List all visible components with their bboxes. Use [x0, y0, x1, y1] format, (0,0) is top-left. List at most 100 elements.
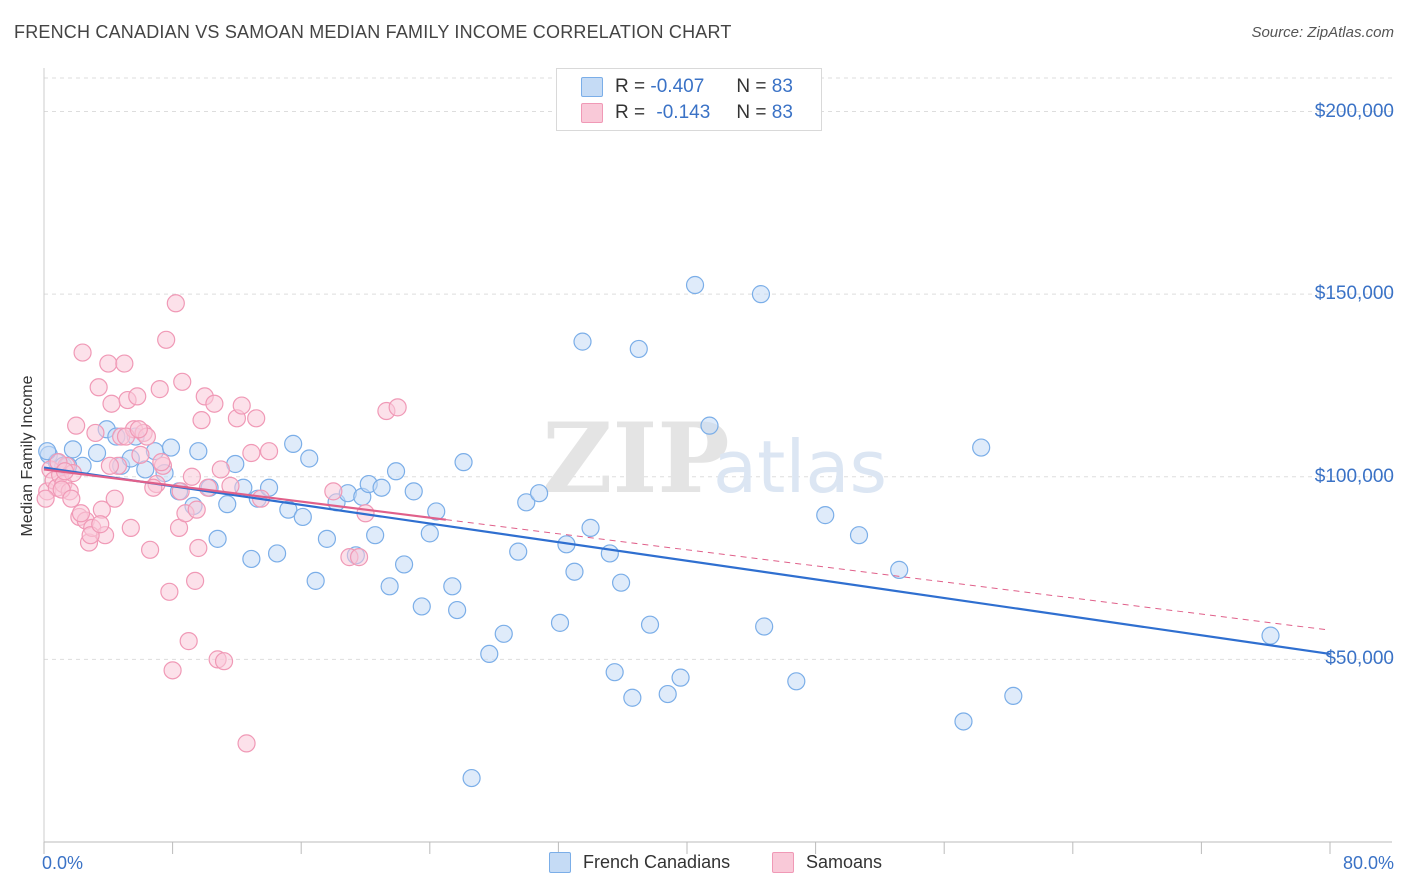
point-samoans	[36, 489, 55, 508]
point-samoans	[62, 489, 81, 508]
legend-swatch-blue	[549, 852, 571, 873]
point-samoans	[237, 734, 256, 753]
x-tick-label-min: 0.0%	[42, 853, 84, 873]
y-tick-label: $200,000	[1314, 100, 1394, 122]
point-samoans	[214, 652, 234, 671]
point-samoans	[179, 632, 198, 651]
point-samoans	[89, 378, 108, 397]
point-french-canadians	[448, 600, 467, 620]
point-french-canadians	[658, 684, 677, 704]
y-tick-label: $50,000	[1325, 648, 1394, 670]
point-samoans	[349, 548, 369, 567]
point-french-canadians	[751, 285, 771, 304]
legend-item-samoans[interactable]: Samoans	[772, 852, 882, 873]
point-french-canadians	[816, 506, 835, 525]
y-tick-label: $100,000	[1314, 465, 1394, 487]
legend-swatch-pink	[772, 852, 794, 873]
point-french-canadians	[480, 644, 499, 664]
point-french-canadians	[279, 500, 298, 519]
point-samoans	[129, 420, 148, 439]
point-french-canadians	[161, 438, 181, 457]
point-french-canadians	[404, 482, 423, 501]
point-french-canadians	[366, 526, 385, 545]
point-french-canadians	[530, 484, 549, 503]
point-samoans	[173, 372, 192, 391]
point-samoans	[99, 354, 118, 373]
point-french-canadians	[454, 453, 473, 472]
point-french-canadians	[420, 524, 439, 543]
point-french-canadians	[394, 555, 414, 574]
legend-n-value: 83	[771, 76, 793, 97]
point-samoans	[166, 294, 185, 313]
point-french-canadians	[890, 560, 909, 579]
point-french-canadians	[629, 339, 648, 359]
point-french-canadians	[623, 688, 642, 707]
point-samoans	[232, 396, 251, 415]
trendline-samoans	[43, 468, 447, 521]
legend-r-label: R =	[615, 76, 646, 97]
point-samoans	[186, 571, 205, 590]
point-samoans	[91, 515, 110, 534]
point-samoans	[73, 343, 92, 362]
point-french-canadians	[972, 438, 991, 457]
point-samoans	[247, 409, 266, 428]
point-samoans	[163, 661, 182, 680]
point-samoans	[150, 380, 169, 399]
point-french-canadians	[208, 529, 227, 548]
point-french-canadians	[189, 442, 208, 461]
point-french-canadians	[517, 493, 536, 512]
point-french-canadians	[611, 573, 631, 592]
point-french-canadians	[700, 416, 719, 435]
point-french-canadians	[267, 544, 287, 563]
point-french-canadians	[1004, 686, 1023, 706]
point-samoans	[182, 467, 201, 486]
point-french-canadians	[317, 529, 337, 548]
legend-n-label: N =	[736, 102, 767, 123]
point-samoans	[71, 504, 91, 523]
point-samoans	[86, 423, 105, 443]
point-samoans	[67, 416, 86, 435]
point-french-canadians	[509, 542, 528, 561]
point-french-canadians	[550, 613, 570, 632]
point-french-canadians	[63, 440, 83, 459]
legend-n-label: N =	[736, 76, 767, 97]
point-french-canadians	[787, 672, 806, 691]
point-french-canadians	[380, 577, 399, 596]
point-samoans	[100, 456, 120, 475]
legend-swatch-blue	[581, 77, 603, 97]
point-samoans	[105, 489, 124, 508]
point-french-canadians	[640, 615, 660, 634]
x-tick-label-max: 80.0%	[1342, 853, 1394, 873]
legend-r-label: R =	[615, 102, 646, 123]
point-french-canadians	[573, 332, 592, 351]
point-samoans	[187, 500, 206, 519]
point-samoans	[131, 445, 150, 464]
legend-item-french-canadians[interactable]: French Canadians	[549, 852, 730, 873]
point-samoans	[140, 540, 160, 559]
chart-title: FRENCH CANADIAN VS SAMOAN MEDIAN FAMILY …	[14, 22, 732, 42]
point-french-canadians	[605, 663, 624, 682]
legend-r-value: -0.143	[656, 102, 711, 123]
point-french-canadians	[685, 275, 705, 295]
legend-row-french-canadians: R = -0.407 N = 83	[581, 76, 793, 97]
point-samoans	[198, 478, 218, 497]
point-french-canadians	[242, 549, 261, 569]
point-samoans	[324, 482, 343, 501]
point-french-canadians	[412, 597, 431, 616]
point-samoans	[242, 443, 261, 463]
point-french-canadians	[372, 478, 391, 497]
legend-n-value: 83	[771, 102, 793, 123]
point-french-canadians	[565, 562, 584, 581]
point-samoans	[115, 354, 134, 373]
point-samoans	[259, 442, 279, 461]
point-french-canadians	[300, 449, 319, 468]
point-samoans	[388, 398, 407, 417]
point-french-canadians	[600, 544, 619, 563]
point-samoans	[157, 330, 176, 349]
legend-label: Samoans	[806, 852, 883, 872]
point-french-canadians	[284, 434, 303, 453]
point-french-canadians	[954, 712, 973, 731]
point-french-canadians	[462, 768, 481, 788]
point-french-canadians	[306, 571, 325, 590]
